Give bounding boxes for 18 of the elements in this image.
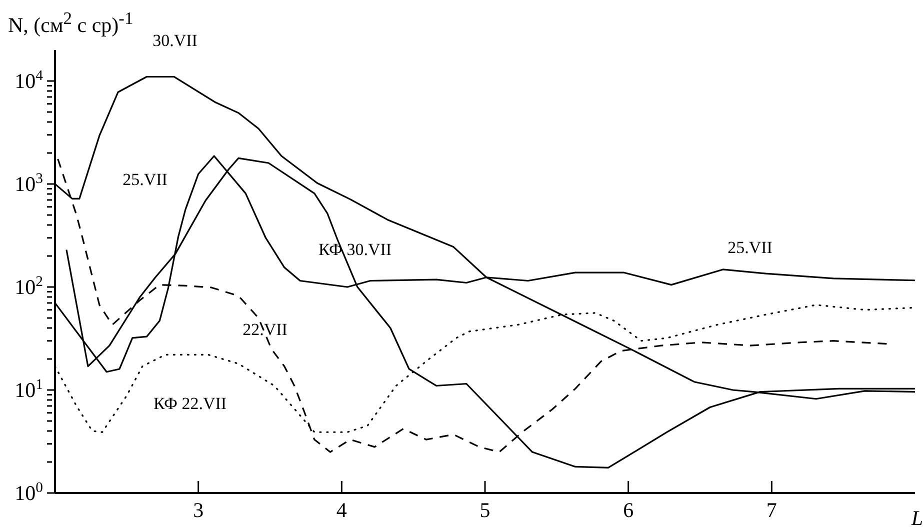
y-tick-label: 10$^{0}$ xyxy=(14,480,43,505)
text: 30.VII xyxy=(152,31,198,51)
annotation: 25.VII xyxy=(122,170,168,190)
annotation: КФ 22.VII xyxy=(153,394,227,414)
y-tick-label: 10$^{3}$ xyxy=(14,171,43,196)
y-tick-label: 10$^{1}$ xyxy=(14,377,43,402)
annotation: 25.VII xyxy=(728,238,772,258)
x-tick-label: 4 xyxy=(336,498,348,522)
annotation: 22.VII xyxy=(242,320,288,340)
y-tick-label: 10$^{4}$ xyxy=(14,68,44,94)
x-tick-label: 7 xyxy=(766,498,777,522)
y-tick-label: 10$^{2}$ xyxy=(14,274,43,300)
annotation: КФ 30.VII xyxy=(318,240,392,260)
x-tick-label: 5 xyxy=(480,498,490,522)
x-tick-label: 6 xyxy=(623,498,634,522)
x-tick-label: 3 xyxy=(193,498,204,522)
y-axis-title: N, (см$^{2}$ с ср)$^{-1}$ xyxy=(8,8,134,38)
x-axis-title: L xyxy=(911,506,923,527)
